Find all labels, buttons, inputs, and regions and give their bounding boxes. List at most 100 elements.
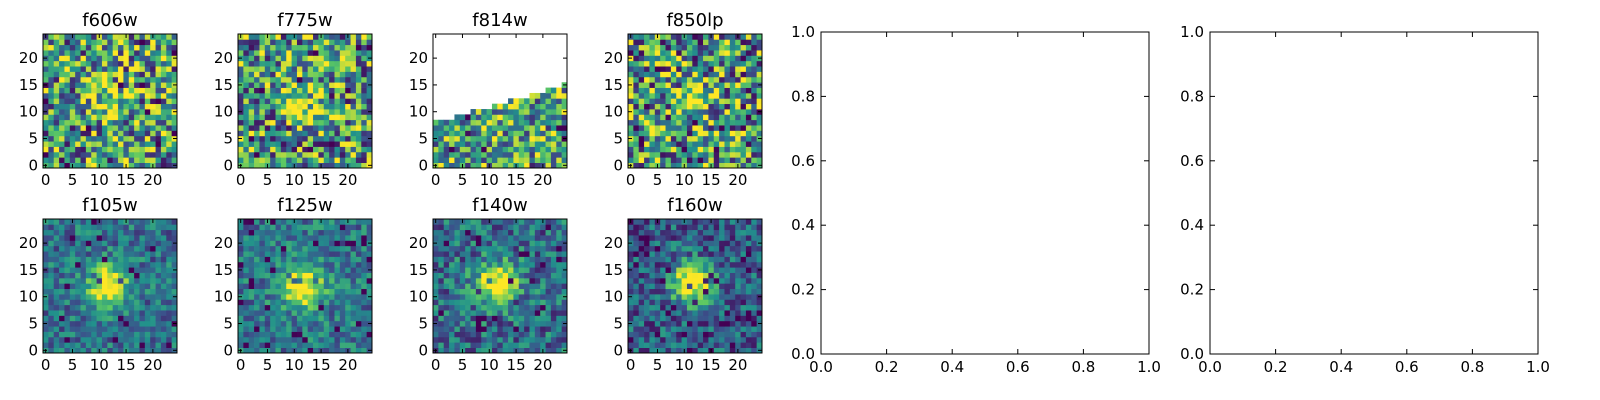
heatmap-cell — [561, 326, 568, 332]
heatmap-cell — [660, 130, 666, 137]
heatmap-cell — [724, 60, 731, 67]
heatmap-cell — [259, 240, 266, 247]
heatmap-cell — [118, 224, 124, 231]
heatmap-cell — [481, 320, 487, 327]
heatmap-cell — [540, 326, 546, 332]
heatmap-cell — [286, 114, 292, 121]
heatmap-cell — [139, 277, 146, 284]
heatmap-cell — [350, 76, 357, 83]
heatmap-cell — [454, 294, 461, 300]
heatmap-cell — [692, 146, 699, 153]
heatmap-cell — [318, 146, 325, 153]
heatmap-cell — [296, 315, 303, 322]
heatmap-cell — [740, 125, 747, 131]
heatmap-cell — [107, 310, 114, 316]
heatmap-cell — [286, 119, 292, 126]
heatmap-cell — [459, 146, 466, 153]
heatmap-cell — [313, 235, 319, 241]
heatmap-cell — [85, 331, 92, 338]
heatmap-cell — [708, 256, 715, 263]
heatmap-cell — [350, 130, 357, 137]
heatmap-cell — [449, 315, 455, 322]
heatmap-cell — [123, 60, 130, 67]
heatmap-cell — [318, 261, 325, 268]
heatmap-cell — [107, 320, 114, 327]
heatmap-cell — [481, 299, 487, 306]
heatmap-cell — [518, 294, 525, 300]
heatmap-cell — [697, 151, 704, 158]
heatmap-cell — [649, 114, 656, 121]
heatmap-cell — [681, 141, 688, 147]
heatmap-cell — [443, 245, 450, 252]
heatmap-cell — [491, 119, 498, 126]
heatmap-cell — [628, 130, 634, 137]
heatmap-cell — [465, 224, 471, 231]
heatmap-cell — [48, 114, 55, 121]
heatmap-cell — [291, 76, 298, 83]
heatmap-cell — [676, 109, 682, 115]
heatmap-cell — [633, 125, 640, 131]
heatmap-cell — [355, 76, 362, 83]
heatmap-cell — [313, 60, 319, 67]
heatmap-cell — [713, 151, 720, 158]
heatmap-cell — [118, 66, 124, 72]
heatmap-cell — [254, 109, 260, 115]
heatmap-cell — [703, 288, 709, 295]
heatmap-cell — [633, 39, 640, 46]
heatmap-cell — [638, 310, 645, 316]
heatmap-cell — [118, 261, 124, 268]
heatmap-cell — [454, 240, 461, 247]
heatmap-cell — [644, 347, 650, 354]
heatmap-cell — [491, 245, 498, 252]
heatmap-cell — [703, 157, 709, 163]
heatmap-cell — [59, 219, 65, 225]
heatmap-cell — [649, 326, 656, 332]
heatmap-cell — [275, 304, 282, 311]
heatmap-cell — [644, 119, 650, 126]
heatmap-cell — [270, 219, 276, 225]
heatmap-cell — [703, 66, 709, 72]
heatmap-cell — [75, 66, 81, 72]
panel-title: f105w — [82, 195, 137, 216]
heatmap-cell — [513, 304, 520, 311]
heatmap-cell — [171, 245, 178, 252]
heatmap-cell — [470, 114, 477, 121]
heatmap-cell — [280, 331, 287, 338]
heatmap-cell — [53, 294, 60, 300]
heatmap-cell — [75, 103, 81, 110]
heatmap-cell — [264, 135, 271, 142]
heatmap-cell — [465, 304, 471, 311]
heatmap-cell — [729, 224, 736, 231]
heatmap-cell — [85, 251, 92, 257]
heatmap-cell — [85, 125, 92, 131]
heatmap-cell — [128, 347, 135, 354]
x-tick-label: 20 — [533, 356, 552, 374]
heatmap-cell — [53, 283, 60, 290]
heatmap-cell — [703, 151, 709, 158]
heatmap-cell — [703, 342, 709, 348]
heatmap-cell — [497, 235, 504, 241]
heatmap-cell — [80, 146, 87, 153]
heatmap-cell — [264, 87, 271, 94]
heatmap-cell — [318, 130, 325, 137]
heatmap-cell — [681, 261, 688, 268]
heatmap-cell — [719, 331, 725, 338]
heatmap-cell — [307, 125, 314, 131]
heatmap-cell — [307, 272, 314, 279]
heatmap-cell — [756, 229, 763, 236]
heatmap-cell — [313, 342, 319, 348]
heatmap-cell — [366, 114, 373, 121]
heatmap-cell — [118, 98, 124, 105]
heatmap-cell — [449, 125, 455, 131]
heatmap-cell — [134, 66, 140, 72]
heatmap-cell — [275, 219, 282, 225]
heatmap-cell — [144, 114, 151, 121]
heatmap-cell — [628, 310, 634, 316]
heatmap-cell — [449, 283, 455, 290]
heatmap-cell — [697, 240, 704, 247]
heatmap-cell — [692, 151, 699, 158]
heatmap-cell — [366, 256, 373, 263]
heatmap-cell — [248, 141, 255, 147]
heatmap-cell — [107, 219, 114, 225]
heatmap-cell — [270, 347, 276, 354]
